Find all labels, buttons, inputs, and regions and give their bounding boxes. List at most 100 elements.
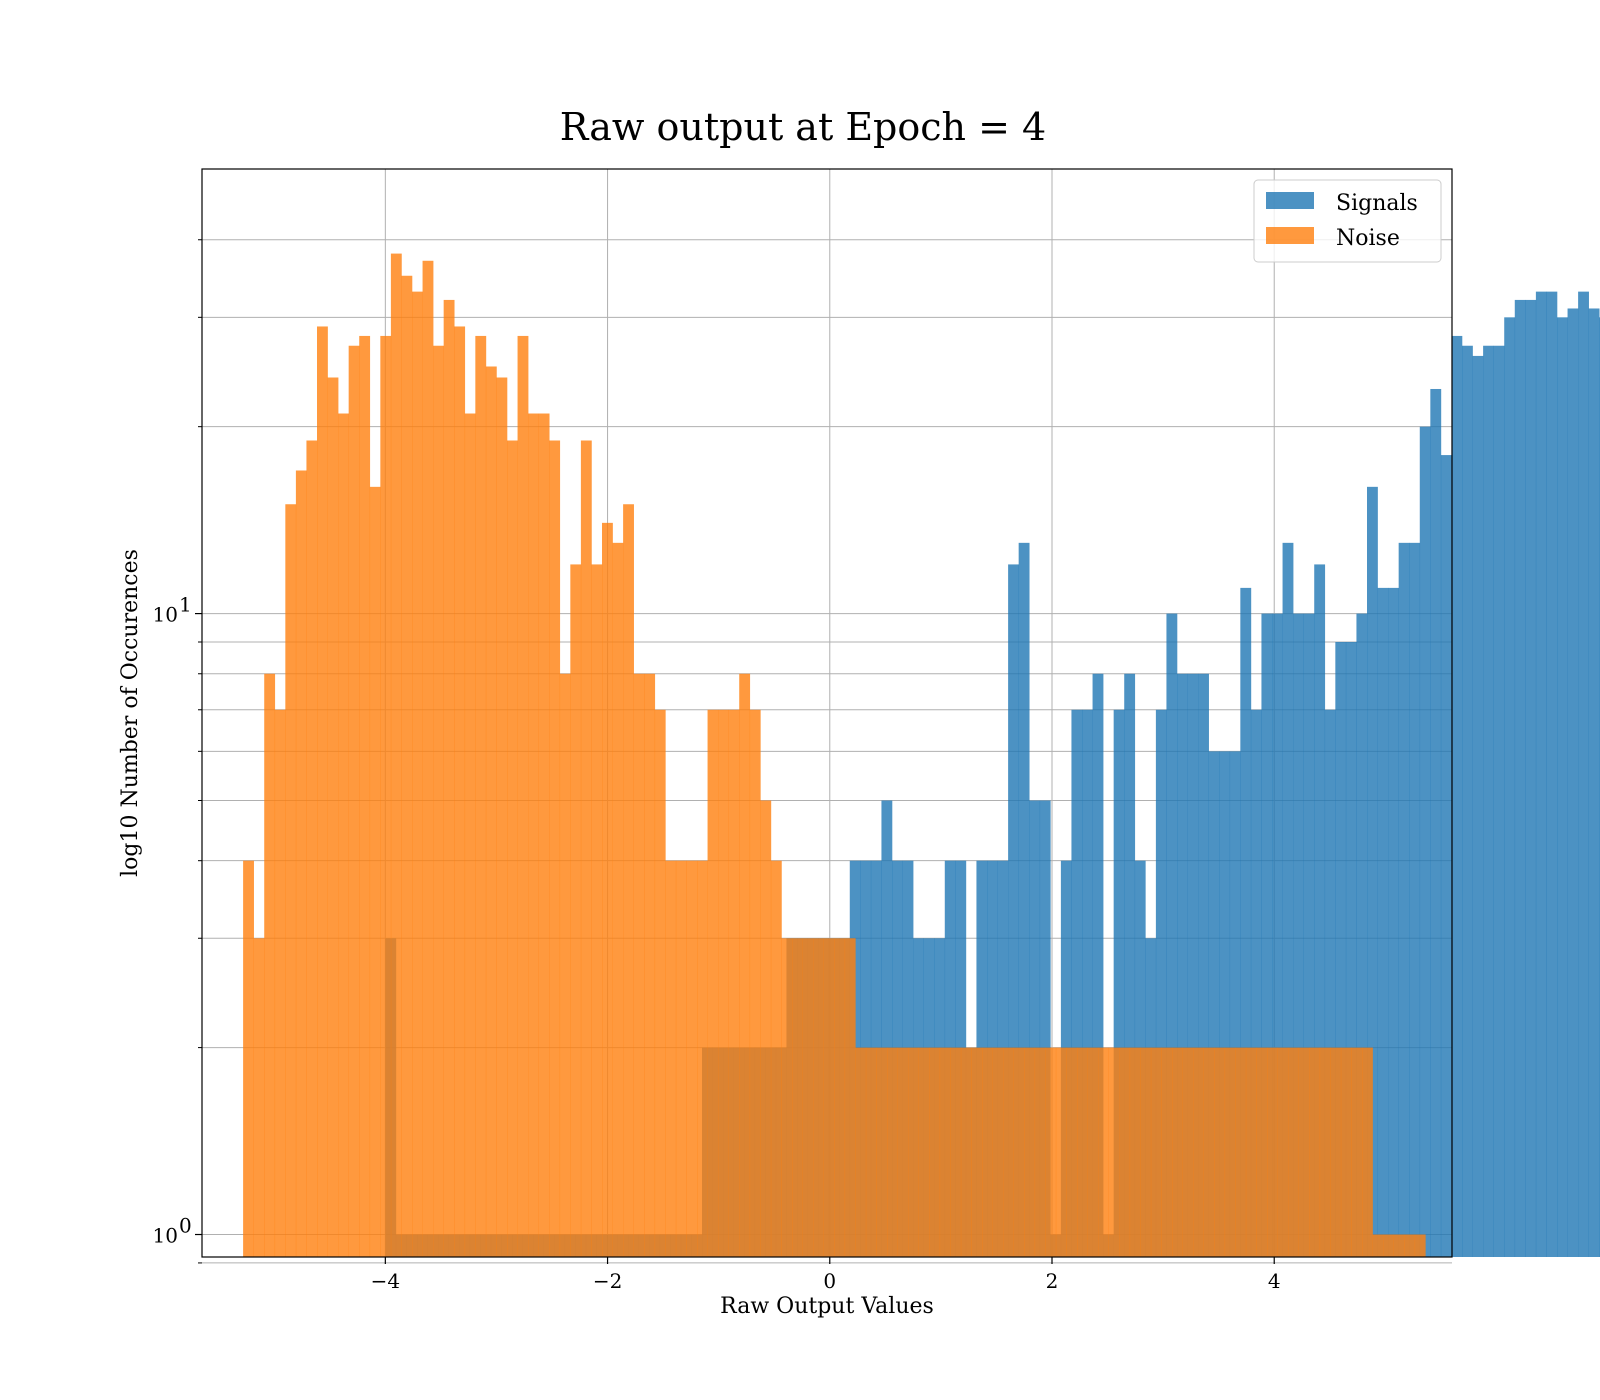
noise-bar (929, 1047, 941, 1257)
signals-bar (1219, 751, 1231, 1257)
noise-bar (1214, 1047, 1226, 1257)
noise-bar (401, 275, 413, 1257)
noise-bar (1024, 1047, 1036, 1257)
signals-bar (1409, 542, 1421, 1257)
noise-bar (844, 938, 856, 1257)
signals-bar (1124, 673, 1136, 1257)
signals-bar (1546, 291, 1558, 1258)
noise-bar (1319, 1047, 1331, 1257)
noise-bar (295, 470, 307, 1258)
noise-bar (918, 1047, 930, 1257)
signals-bar (1229, 751, 1241, 1257)
signals-bar (1578, 291, 1589, 1258)
signals-bar (1240, 587, 1252, 1257)
signals-bar (1187, 673, 1199, 1257)
noise-bar (1182, 1047, 1194, 1257)
noise-bar (1362, 1047, 1373, 1257)
noise-bar (433, 345, 444, 1257)
noise-bar (1055, 1047, 1067, 1257)
noise-bar (876, 1047, 888, 1257)
noise-bar (1309, 1047, 1321, 1257)
noise-bar (749, 709, 761, 1257)
noise-bar (1267, 1047, 1278, 1257)
noise-bar (475, 335, 487, 1258)
signals-bar (1092, 673, 1104, 1257)
signals-bar (1272, 613, 1283, 1257)
noise-bar (865, 1047, 877, 1257)
noise-bar (823, 938, 835, 1257)
noise-bar (580, 440, 592, 1257)
noise-bar (707, 709, 719, 1257)
noise-bar (612, 542, 624, 1257)
signals-bar (1472, 355, 1484, 1258)
signals-bar (1367, 486, 1378, 1258)
noise-bar (454, 326, 466, 1257)
noise-bar (285, 504, 297, 1257)
noise-bar (306, 440, 318, 1257)
signals-bar (1557, 317, 1568, 1257)
signals-bar (1113, 709, 1125, 1257)
signals-bar (1250, 709, 1262, 1257)
signals-bar (1208, 751, 1220, 1257)
noise-bar (760, 800, 772, 1257)
noise-bar (992, 1047, 1004, 1257)
signals-bar (1535, 291, 1547, 1258)
noise-bar (1034, 1047, 1046, 1257)
noise-bar (1277, 1047, 1289, 1257)
noise-bar (412, 291, 423, 1258)
legend-swatch-noise (1266, 227, 1314, 244)
noise-bar (570, 564, 582, 1257)
signals-bar (1504, 317, 1516, 1257)
noise-bar (464, 413, 476, 1258)
signals-bar (1335, 641, 1347, 1257)
noise-bar (1140, 1047, 1152, 1257)
series-noise-bars (243, 253, 1426, 1258)
noise-bar (1193, 1047, 1204, 1257)
y-tick-label-exponent: 1 (179, 593, 192, 617)
x-tick-label: 4 (1268, 1269, 1281, 1293)
signals-bar (1314, 564, 1326, 1257)
noise-bar (591, 564, 603, 1257)
noise-bar (633, 673, 645, 1257)
signals-bar (1377, 587, 1389, 1257)
plot-frame (201, 168, 1453, 1258)
noise-bar (623, 504, 634, 1257)
noise-bar (971, 1047, 983, 1257)
noise-bar (253, 938, 265, 1257)
noise-bar (443, 299, 455, 1257)
noise-bar (718, 709, 729, 1257)
x-tick-label: 2 (1046, 1269, 1059, 1293)
noise-bar (1108, 1047, 1120, 1257)
noise-bar (528, 413, 539, 1258)
noise-bar (1224, 1047, 1236, 1257)
noise-bar (390, 253, 402, 1257)
chart-title: Raw output at Epoch = 4 (560, 105, 1046, 149)
signals-bar (1451, 335, 1463, 1258)
signals-bar (881, 800, 893, 1257)
signals-bar (1356, 613, 1368, 1257)
signals-bar (1462, 345, 1473, 1257)
noise-bar (274, 709, 286, 1257)
noise-bar (1161, 1047, 1173, 1257)
signals-bar (1018, 542, 1030, 1257)
noise-bar (1414, 1234, 1426, 1257)
legend-swatch-signals (1266, 192, 1314, 209)
noise-bar (675, 860, 687, 1257)
noise-bar (781, 938, 793, 1257)
noise-bar (496, 377, 508, 1257)
noise-bar (1066, 1047, 1078, 1257)
noise-bar (1150, 1047, 1162, 1257)
noise-bar (728, 709, 740, 1257)
noise-bar (1129, 1047, 1141, 1257)
noise-bar (264, 673, 276, 1257)
signals-bar (1567, 308, 1579, 1257)
noise-bar (697, 860, 708, 1257)
noise-bar (834, 938, 846, 1257)
noise-bar (813, 938, 824, 1257)
noise-bar (1045, 1047, 1057, 1257)
signals-bar (1071, 709, 1083, 1257)
noise-bar (1013, 1047, 1025, 1257)
noise-bar (802, 938, 814, 1257)
noise-bar (887, 1047, 898, 1257)
